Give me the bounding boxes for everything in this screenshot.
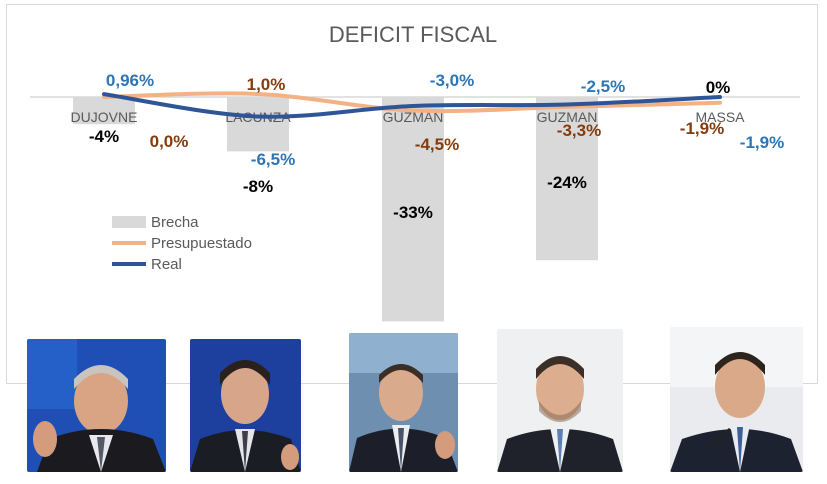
- category-label: GUZMAN: [383, 109, 444, 125]
- portrait-dujovne: [27, 339, 166, 472]
- data-label-real: 0,96%: [106, 71, 154, 90]
- legend-swatch: [112, 216, 146, 228]
- portrait-guzman-1: [349, 333, 458, 472]
- legend-label: Brecha: [151, 214, 199, 231]
- portrait-lacunza: [190, 339, 301, 472]
- portrait-guzman-2: [497, 329, 623, 472]
- data-label-real: -2,5%: [581, 77, 625, 96]
- data-label-brecha: -8%: [243, 177, 273, 196]
- data-label-presupuestado: 0,0%: [150, 132, 189, 151]
- data-label-real: 0%: [706, 78, 731, 97]
- data-label-real: -6,5%: [251, 150, 295, 169]
- portrait-massa: [670, 327, 803, 472]
- data-label-real: -3,0%: [430, 71, 474, 90]
- data-label-brecha: -33%: [393, 203, 433, 222]
- data-label-extra: -1,9%: [740, 133, 784, 152]
- category-label: GUZMAN: [537, 109, 598, 125]
- legend: Brecha Presupuestado Real: [112, 214, 252, 273]
- bar-brecha: [227, 97, 289, 152]
- legend-label: Presupuestado: [151, 235, 252, 252]
- bar-brecha: [73, 97, 135, 125]
- data-label-presupuestado: -4,5%: [415, 135, 459, 154]
- line-presupuestado: [102, 91, 722, 114]
- data-label-presupuestado: -1,9%: [680, 119, 724, 138]
- data-label-brecha: -24%: [547, 173, 587, 192]
- bar-brecha: [536, 97, 598, 261]
- data-label-presupuestado: -3,3%: [557, 121, 601, 140]
- data-label-brecha: -4%: [89, 127, 119, 146]
- line-real: [102, 92, 722, 119]
- data-label-presupuestado: 1,0%: [247, 75, 286, 94]
- chart-title: DEFICIT FISCAL: [329, 22, 497, 47]
- bar-brecha: [382, 97, 444, 322]
- category-label: DUJOVNE: [71, 109, 138, 125]
- category-label: MASSA: [695, 109, 745, 125]
- legend-label: Real: [151, 256, 182, 273]
